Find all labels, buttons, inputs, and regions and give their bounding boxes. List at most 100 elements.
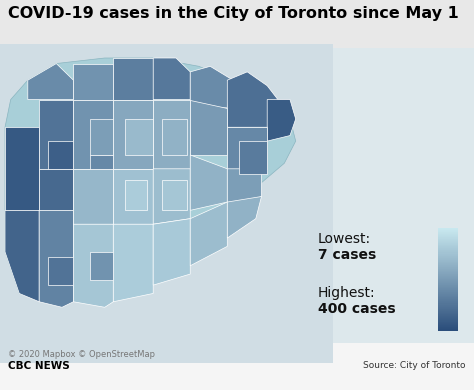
Polygon shape	[162, 180, 187, 210]
Polygon shape	[48, 141, 73, 169]
Polygon shape	[153, 169, 190, 224]
Bar	[438, 300, 458, 301]
Bar	[438, 276, 458, 277]
Polygon shape	[228, 72, 284, 127]
Bar	[438, 303, 458, 305]
Polygon shape	[228, 169, 262, 210]
Text: CBC NEWS: CBC NEWS	[8, 361, 70, 371]
Bar	[0, 48, 474, 343]
Bar	[438, 326, 458, 328]
Bar	[438, 241, 458, 243]
Polygon shape	[5, 210, 39, 302]
Bar	[438, 300, 458, 302]
Polygon shape	[73, 169, 113, 224]
Polygon shape	[73, 99, 113, 169]
Bar	[438, 310, 458, 312]
Bar	[438, 317, 458, 318]
Bar	[438, 321, 458, 323]
Bar	[438, 229, 458, 230]
Bar	[438, 243, 458, 245]
Text: 400 cases: 400 cases	[318, 302, 396, 316]
Text: 7 cases: 7 cases	[318, 248, 376, 262]
Bar	[438, 267, 458, 268]
Bar	[438, 319, 458, 320]
Polygon shape	[91, 155, 113, 169]
Bar	[438, 320, 458, 321]
Bar	[438, 230, 458, 232]
Bar	[438, 235, 458, 237]
Bar	[438, 285, 458, 287]
Bar	[438, 266, 458, 267]
Bar	[438, 305, 458, 307]
Bar	[438, 305, 458, 306]
Bar	[438, 270, 458, 271]
Polygon shape	[113, 99, 153, 169]
Bar	[438, 238, 458, 240]
Bar	[438, 298, 458, 300]
Bar	[438, 263, 458, 264]
Bar	[438, 265, 458, 266]
Bar	[438, 257, 458, 258]
Text: Highest:: Highest:	[318, 286, 375, 300]
Bar	[438, 255, 458, 256]
Bar	[438, 328, 458, 330]
Bar	[438, 284, 458, 285]
Bar	[438, 232, 458, 234]
Bar	[438, 288, 458, 290]
Bar	[438, 323, 458, 324]
Bar	[438, 290, 458, 292]
Bar	[438, 318, 458, 319]
Bar	[438, 260, 458, 261]
Bar	[438, 322, 458, 323]
Polygon shape	[190, 155, 228, 210]
Bar	[438, 312, 458, 313]
Polygon shape	[153, 219, 190, 285]
Bar	[438, 301, 458, 303]
Bar	[438, 245, 458, 247]
Bar	[0, 343, 474, 390]
Polygon shape	[125, 180, 147, 210]
Bar	[438, 293, 458, 295]
Text: © 2020 Mapbox © OpenStreetMap: © 2020 Mapbox © OpenStreetMap	[8, 350, 155, 359]
Bar	[438, 277, 458, 278]
Bar	[438, 234, 458, 236]
Polygon shape	[39, 169, 73, 210]
Bar	[438, 327, 458, 328]
Bar	[438, 261, 458, 262]
Bar	[438, 282, 458, 284]
Bar	[438, 283, 458, 285]
Polygon shape	[190, 66, 233, 108]
Bar	[438, 244, 458, 246]
Bar	[438, 314, 458, 315]
Bar	[438, 297, 458, 299]
Bar	[438, 262, 458, 263]
Polygon shape	[48, 257, 73, 285]
Bar	[438, 254, 458, 255]
Bar	[438, 316, 458, 317]
Bar	[438, 292, 458, 294]
Bar	[438, 289, 458, 291]
Bar	[438, 286, 458, 288]
Bar	[438, 252, 458, 253]
Bar	[438, 325, 458, 326]
Bar	[438, 236, 458, 238]
Text: Source: City of Toronto: Source: City of Toronto	[364, 361, 466, 370]
Polygon shape	[73, 64, 113, 99]
Bar	[438, 250, 458, 252]
Bar	[438, 279, 458, 280]
Polygon shape	[39, 99, 73, 169]
Bar	[438, 313, 458, 314]
Polygon shape	[228, 127, 267, 169]
Bar	[438, 287, 458, 289]
Polygon shape	[190, 202, 228, 266]
Bar	[438, 240, 458, 242]
Bar	[438, 278, 458, 280]
Bar	[438, 274, 458, 275]
Polygon shape	[267, 99, 296, 141]
Polygon shape	[190, 99, 228, 155]
Text: Lowest:: Lowest:	[318, 232, 371, 246]
Bar	[438, 315, 458, 316]
Bar	[438, 280, 458, 282]
Polygon shape	[239, 141, 267, 174]
Bar	[438, 324, 458, 325]
